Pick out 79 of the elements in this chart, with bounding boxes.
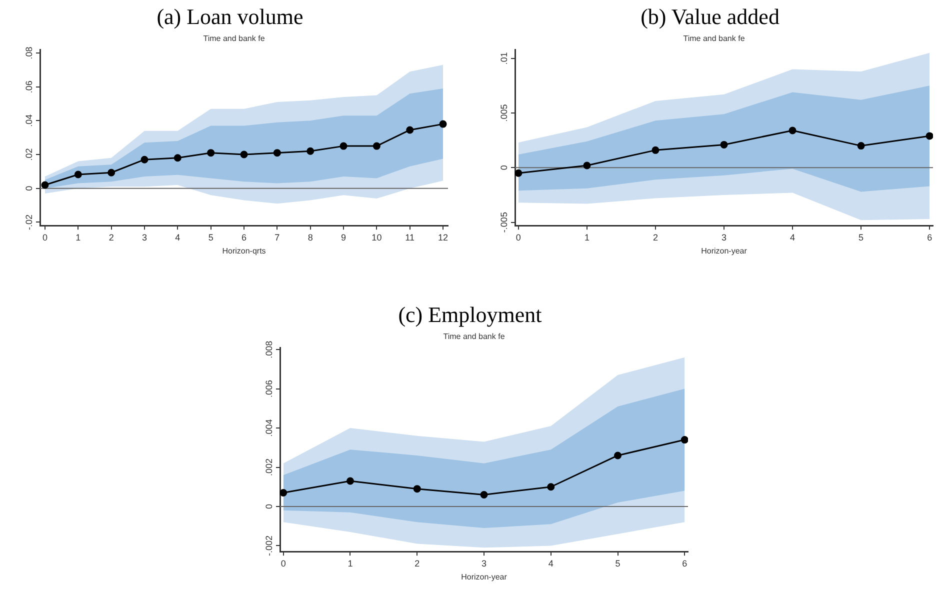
point xyxy=(652,146,660,154)
x-tick-label: 12 xyxy=(438,232,448,242)
point xyxy=(547,483,555,491)
x-tick-label: 3 xyxy=(142,232,147,242)
x-tick-label: 3 xyxy=(721,232,727,242)
point xyxy=(273,149,281,157)
y-tick-label: .006 xyxy=(264,380,274,398)
point xyxy=(583,162,591,170)
y-tick-label: .01 xyxy=(498,52,509,65)
x-tick-label: 10 xyxy=(372,232,382,242)
x-tick-label: 6 xyxy=(927,232,932,242)
y-tick-label: .004 xyxy=(264,419,274,437)
y-tick-label: .008 xyxy=(264,340,274,358)
y-tick-label: .06 xyxy=(24,80,34,94)
chart-subtitle: Time and bank fe xyxy=(683,34,746,44)
x-tick-label: 4 xyxy=(548,558,554,568)
point xyxy=(340,142,348,150)
x-tick-label: 3 xyxy=(481,558,487,568)
x-axis-title: Horizon-qrts xyxy=(222,246,266,256)
y-tick-label: -.002 xyxy=(264,535,274,556)
x-tick-label: 1 xyxy=(584,232,590,242)
y-tick-label: 0 xyxy=(24,186,34,191)
x-axis-title: Horizon-year xyxy=(461,572,508,582)
y-tick-label: 0 xyxy=(498,165,509,170)
chart-subtitle: Time and bank fe xyxy=(443,332,506,342)
x-tick-label: 5 xyxy=(858,232,864,242)
x-tick-label: 1 xyxy=(348,558,353,568)
y-tick-label: -.005 xyxy=(498,212,509,233)
x-tick-label: 8 xyxy=(308,232,313,242)
y-tick-label: .02 xyxy=(24,148,34,161)
y-tick-label: .005 xyxy=(498,104,509,122)
x-tick-label: 2 xyxy=(108,232,114,242)
x-tick-label: 0 xyxy=(516,232,521,242)
point xyxy=(788,126,796,134)
x-tick-label: 9 xyxy=(341,232,346,242)
x-tick-label: 2 xyxy=(414,558,420,568)
point xyxy=(140,156,148,164)
x-axis-title: Horizon-year xyxy=(701,246,748,256)
y-tick-label: .04 xyxy=(24,114,34,127)
y-tick-label: 0 xyxy=(264,504,274,509)
point xyxy=(926,132,933,140)
point xyxy=(372,142,380,150)
point xyxy=(240,150,248,158)
point xyxy=(41,181,49,189)
point xyxy=(413,485,421,493)
point xyxy=(74,170,82,178)
x-tick-label: 2 xyxy=(652,232,658,242)
x-tick-label: 0 xyxy=(280,558,286,568)
x-tick-label: 7 xyxy=(274,232,280,242)
point xyxy=(515,169,522,177)
x-tick-label: 6 xyxy=(682,558,688,568)
point xyxy=(857,142,865,150)
y-tick-label: .002 xyxy=(264,458,274,476)
x-tick-label: 1 xyxy=(76,232,81,242)
point xyxy=(207,149,215,157)
point xyxy=(108,168,116,176)
chart-title: (b) Value added xyxy=(640,3,780,31)
x-tick-label: 11 xyxy=(405,232,415,242)
point xyxy=(406,126,414,134)
x-tick-label: 4 xyxy=(175,232,180,242)
x-tick-label: 6 xyxy=(241,232,247,242)
point xyxy=(174,154,182,162)
point xyxy=(614,452,622,460)
x-tick-label: 5 xyxy=(615,558,620,568)
point xyxy=(346,477,354,485)
point xyxy=(480,490,488,498)
chart-title: (a) Loan volume xyxy=(156,3,304,31)
point xyxy=(680,436,688,444)
chart-title: (c) Employment xyxy=(397,301,543,329)
chart-subtitle: Time and bank fe xyxy=(203,34,266,44)
point xyxy=(439,120,447,128)
x-tick-label: 4 xyxy=(790,232,796,242)
y-tick-label: -.02 xyxy=(24,214,34,230)
point xyxy=(720,140,728,148)
x-tick-label: 0 xyxy=(42,232,48,242)
x-tick-label: 5 xyxy=(208,232,214,242)
y-tick-label: .08 xyxy=(24,46,34,60)
point xyxy=(280,489,288,497)
point xyxy=(306,147,314,155)
